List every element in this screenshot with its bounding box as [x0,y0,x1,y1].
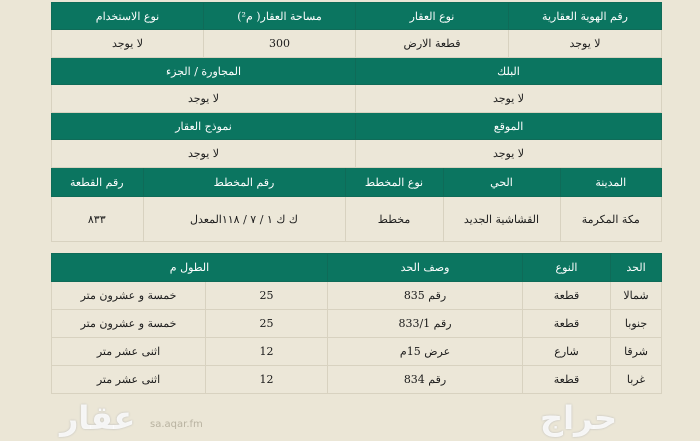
value-plan-type: مخطط [344,197,443,241]
header-description: وصف الحد [327,253,524,282]
boundary-side: جنوبا [610,309,663,338]
boundary-desc: عرض 15م [327,337,524,366]
boundary-length: 25 [205,281,329,310]
boundary-side: شمالا [610,281,663,310]
property-info-table: رقم الهوية العقارية نوع العقار مساحة الع… [51,2,662,242]
header-plan-type: نوع المخطط [344,168,443,196]
boundary-length: 25 [205,309,329,338]
header-area: مساحة العقار( م²) [203,2,356,30]
header-side: الحد [610,253,663,282]
header-property-type: نوع العقار [355,2,509,30]
boundary-type: قطعة [522,365,612,394]
header-length: الطول م [50,253,329,282]
header-plot-number: رقم القطعة [52,168,143,196]
value-location: لا يوجد [355,139,662,168]
value-property-type: قطعة الارض [355,29,509,58]
value-neighborhood-part: لا يوجد [51,84,356,113]
boundary-length-text: اثنى عشر متر [50,337,207,366]
boundary-type: شارع [522,337,612,366]
value-property-id: لا يوجد [508,29,662,58]
boundary-type: قطعة [522,309,612,338]
boundary-length-text: اثنى عشر متر [50,365,207,394]
header-city: المدينة [559,168,661,196]
header-block: البلك [355,57,662,85]
boundary-row: شرقا شارع عرض 15م 12 اثنى عشر متر [50,337,663,366]
header-property-id: رقم الهوية العقارية [508,2,662,30]
aqar-watermark-logo: عقار [60,399,136,437]
boundary-row: جنوبا قطعة رقم 833/1 25 خمسة و عشرون متر [50,309,663,338]
header-location: الموقع [355,112,662,140]
boundary-row: شمالا قطعة رقم 835 25 خمسة و عشرون متر [50,281,663,310]
value-property-model: لا يوجد [51,139,356,168]
boundary-row: غربا قطعة رقم 834 12 اثنى عشر متر [50,365,663,394]
boundary-length-text: خمسة و عشرون متر [50,309,207,338]
boundary-length: 12 [205,337,329,366]
boundary-length: 12 [205,365,329,394]
aqar-watermark-url: sa.aqar.fm [150,419,203,430]
value-block: لا يوجد [355,84,662,113]
value-plot-number: ٨٣٣ [52,197,143,241]
boundary-desc: رقم 835 [327,281,524,310]
boundaries-table: الحد النوع وصف الحد الطول م شمالا قطعة رقم… [50,253,663,394]
header-plan-number: رقم المخطط [142,168,345,196]
header-property-model: نموذج العقار [51,112,356,140]
header-district: الحي [442,168,560,196]
boundary-side: شرقا [610,337,663,366]
boundary-length-text: خمسة و عشرون متر [50,281,207,310]
header-neighborhood-part: المجاورة / الجزء [51,57,356,85]
haraj-watermark-logo: حراج [540,399,617,437]
boundary-side: غربا [610,365,663,394]
value-area: 300 [203,29,356,58]
header-type: النوع [522,253,612,282]
boundary-desc: رقم 833/1 [327,309,524,338]
header-usage-type: نوع الاستخدام [51,2,204,30]
value-plan-number: ك ك ١ / ٧ / ١١٨المعدل [142,197,345,241]
value-district: القشاشية الجديد [442,197,560,241]
value-city: مكة المكرمة [559,197,661,241]
boundary-desc: رقم 834 [327,365,524,394]
value-usage-type: لا يوجد [51,29,204,58]
boundary-type: قطعة [522,281,612,310]
